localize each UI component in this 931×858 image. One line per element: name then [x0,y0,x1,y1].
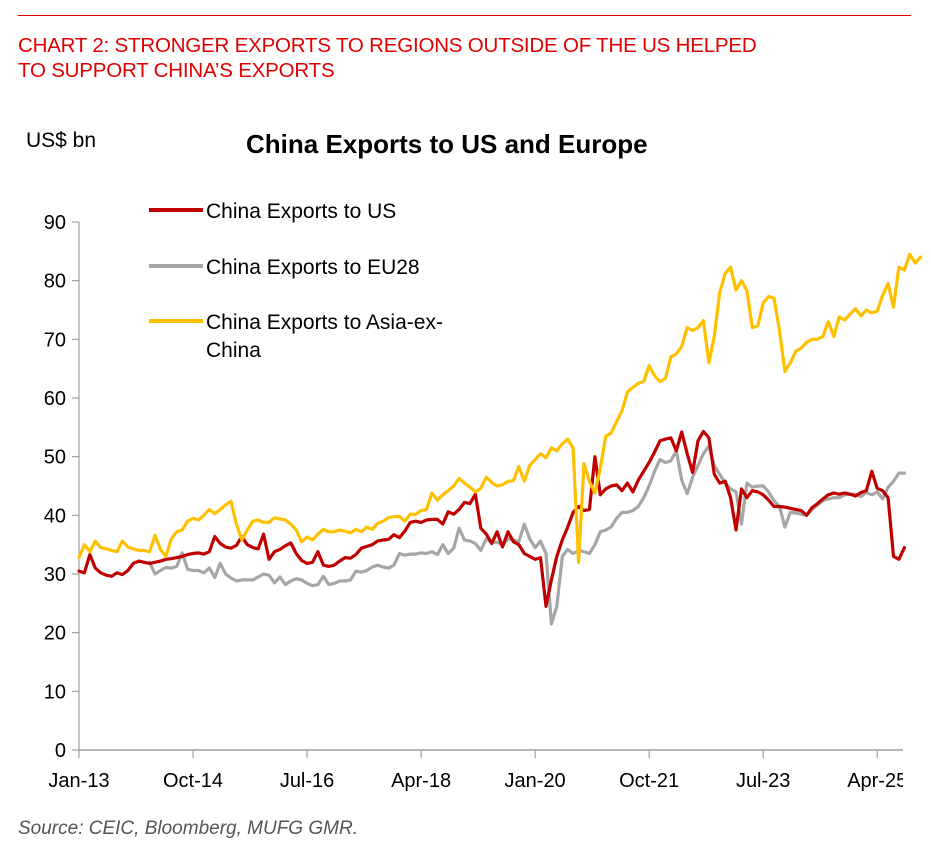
series-us-line [77,429,907,608]
series-asia-ex-china-line [77,252,923,564]
y-tick-label: 90 [44,212,66,234]
x-tick-label: Apr-18 [391,770,451,792]
x-tick-label: Jan-13 [48,770,109,792]
y-tick-label: 0 [55,740,66,762]
y-tick-label: 70 [44,329,66,351]
series-lines [77,252,923,626]
y-tick-label: 10 [44,681,66,703]
y-tick-label: 60 [44,388,66,410]
axes: 0 10 20 30 40 50 60 70 80 90 Jan-13 Oct-14 Jul-16 Apr… [44,212,907,792]
legend: China Exports to US China Exports to EU28… [149,200,443,362]
legend-label-continued: China [206,339,261,362]
y-tick-label: 30 [44,564,66,586]
chart-heading-line-2: TO SUPPORT CHINA’S EXPORTS [18,59,335,82]
y-tick-label: 40 [44,505,66,527]
legend-label: China Exports to Asia-ex- [206,311,443,334]
legend-label: China Exports to US [206,200,396,223]
y-axis-unit-label: US$ bn [26,129,97,152]
x-tick-label: Jul-16 [280,770,334,792]
x-tick-label: Apr-25 [847,770,907,792]
legend-item: China Exports to EU28 [149,256,420,279]
x-tick-label: Oct-14 [163,770,223,792]
y-tick-label: 80 [44,271,66,293]
x-tick-label: Oct-21 [619,770,679,792]
legend-item: China Exports to Asia-ex- China [149,311,443,362]
legend-label: China Exports to EU28 [206,256,420,279]
source-note: Source: CEIC, Bloomberg, MUFG GMR. [18,818,358,839]
chart-heading: CHART 2: STRONGER EXPORTS TO REGIONS OUT… [18,33,918,83]
legend-item: China Exports to US [149,200,396,223]
y-tick-label: 50 [44,447,66,469]
top-divider [18,15,911,16]
chart-heading-line-1: CHART 2: STRONGER EXPORTS TO REGIONS OUT… [18,34,757,57]
x-tick-label: Jul-23 [736,770,790,792]
y-tick-label: 20 [44,623,66,645]
x-tick-label: Jan-20 [505,770,566,792]
chart-title: China Exports to US and Europe [246,129,648,159]
